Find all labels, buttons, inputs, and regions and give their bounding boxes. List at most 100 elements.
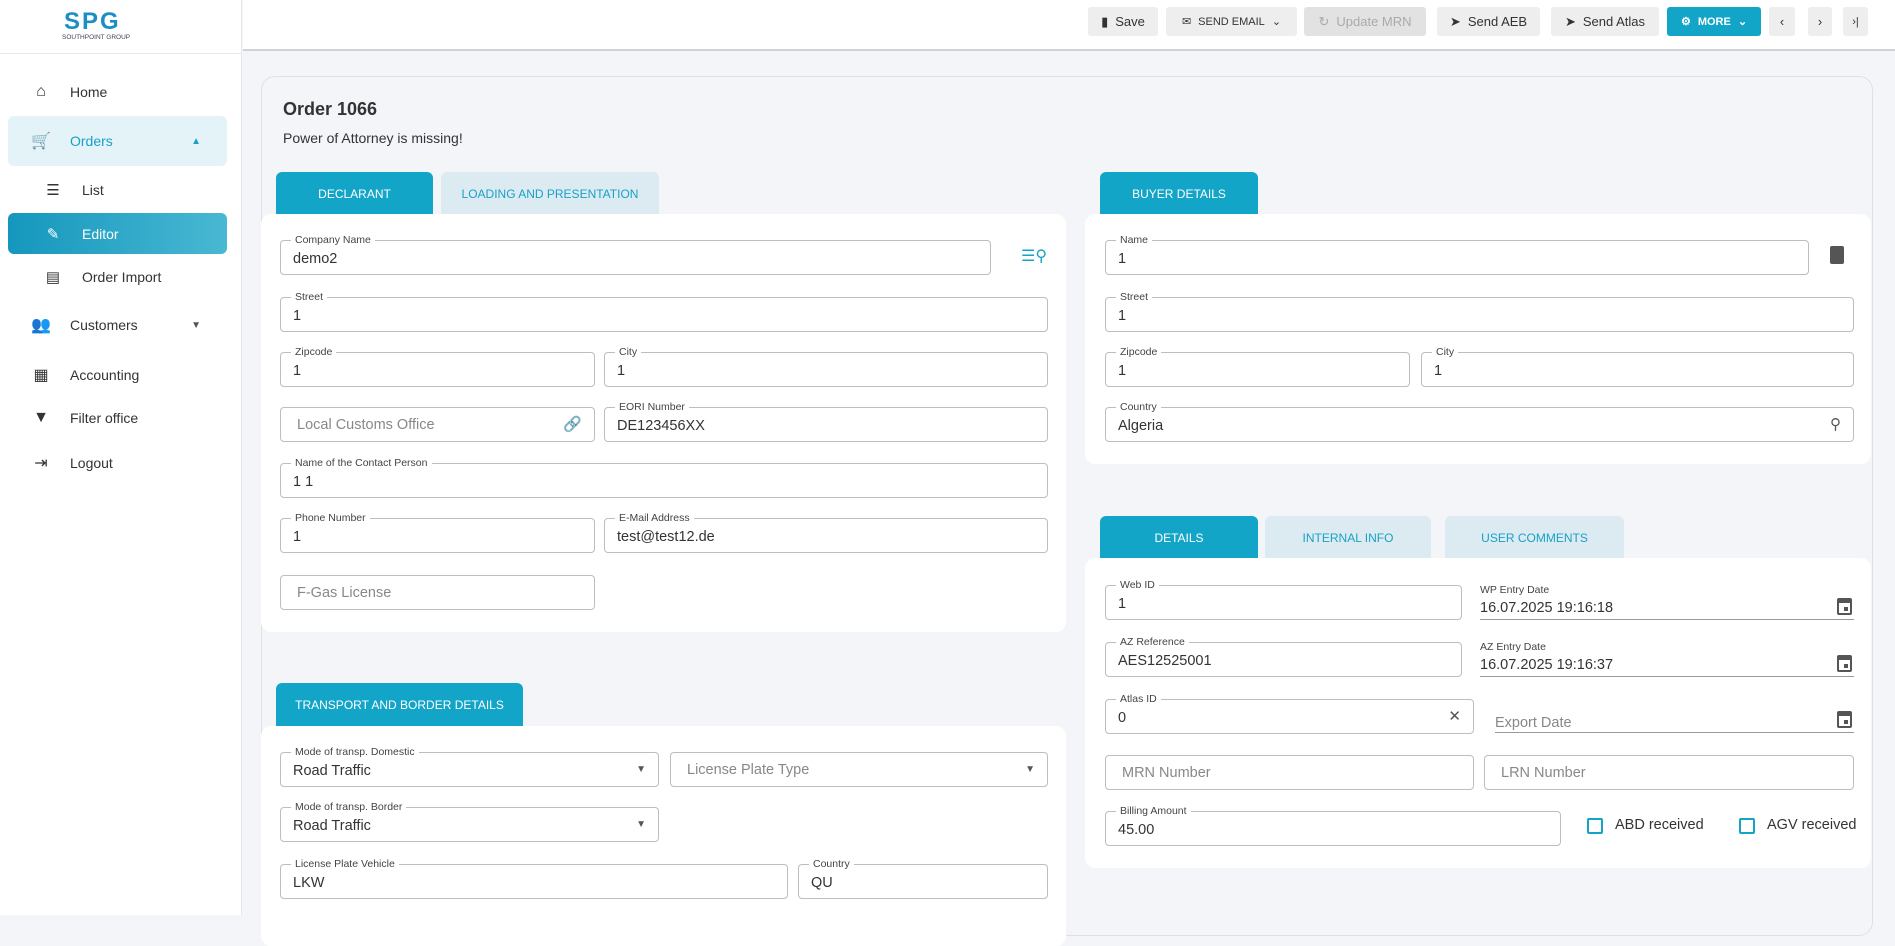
lrn-number-field[interactable]: LRN Number <box>1484 755 1854 790</box>
field-placeholder: MRN Number <box>1122 765 1211 781</box>
field-label: City <box>615 346 642 358</box>
sidebar-item-logout[interactable]: ⇥ Logout <box>8 443 227 483</box>
mode-domestic-select[interactable]: Mode of transp. Domestic Road Traffic ▼ <box>280 746 659 787</box>
mode-border-select[interactable]: Mode of transp. Border Road Traffic ▼ <box>280 801 659 842</box>
field-value: 1 <box>617 363 626 379</box>
contact-person-field[interactable]: Name of the Contact Person 1 1 <box>280 457 1048 498</box>
sidebar-item-order-import[interactable]: ▤ Order Import <box>8 257 227 297</box>
buyer-name-field[interactable]: Name 1 <box>1105 234 1809 275</box>
wp-entry-date-field[interactable]: WP Entry Date 16.07.2025 19:16:18 <box>1480 584 1854 620</box>
label: MORE <box>1697 15 1731 28</box>
sidebar-item-orders[interactable]: 🛒 Orders ▲ <box>8 116 227 166</box>
web-id-field[interactable]: Web ID 1 <box>1105 579 1462 620</box>
zipcode-field[interactable]: Zipcode 1 <box>280 346 595 387</box>
page-title: Order 1066 <box>283 99 378 119</box>
field-label: City <box>1432 346 1459 358</box>
sidebar-item-list[interactable]: ☰ List <box>8 170 227 210</box>
field-label: Phone Number <box>291 512 370 524</box>
field-value: 1 <box>1118 308 1127 324</box>
company-name-field[interactable]: Company Name demo2 <box>280 234 991 275</box>
tab-transport-border[interactable]: TRANSPORT AND BORDER DETAILS <box>276 683 523 726</box>
buyer-country-field[interactable]: Country Algeria ⚲ <box>1105 401 1854 442</box>
sidebar-item-label: Orders <box>70 133 113 149</box>
update-mrn-button[interactable]: ↻ Update MRN <box>1304 7 1426 36</box>
tab-details[interactable]: DETAILS <box>1100 516 1258 559</box>
abd-received-checkbox[interactable] <box>1587 818 1603 834</box>
license-plate-vehicle-field[interactable]: License Plate Vehicle LKW <box>280 858 788 899</box>
search-list-icon[interactable]: ☰⚲ <box>1021 248 1048 265</box>
send-aeb-button[interactable]: ➤ Send AEB <box>1437 7 1540 36</box>
cart-plus-icon: 🛒 <box>31 133 51 150</box>
sidebar-item-home[interactable]: ⌂ Home <box>8 72 227 112</box>
city-field[interactable]: City 1 <box>604 346 1048 387</box>
field-label: Atlas ID <box>1116 693 1161 705</box>
mrn-number-field[interactable]: MRN Number <box>1105 755 1474 790</box>
logo-subtitle: SOUTHPOINT GROUP <box>62 34 131 41</box>
logo-mark: SPG <box>64 8 121 35</box>
filter-icon: ▼ <box>33 409 49 426</box>
atlas-id-field[interactable]: Atlas ID 0 ✕ <box>1105 693 1474 734</box>
billing-amount-field[interactable]: Billing Amount 45.00 <box>1105 805 1561 846</box>
field-label: Company Name <box>291 234 375 246</box>
sidebar-item-accounting[interactable]: ▦ Accounting <box>8 355 227 395</box>
tab-user-comments[interactable]: USER COMMENTS <box>1445 516 1624 559</box>
chevron-down-icon: ▼ <box>191 319 201 331</box>
logo[interactable]: SPG SOUTHPOINT GROUP <box>0 0 242 54</box>
last-button[interactable]: ›| <box>1843 7 1868 36</box>
transport-country-field[interactable]: Country QU <box>798 858 1048 899</box>
sidebar-item-label: Logout <box>70 455 113 471</box>
fgas-license-field[interactable]: F-Gas License <box>280 575 595 610</box>
az-reference-field[interactable]: AZ Reference AES12525001 <box>1105 636 1462 677</box>
calendar-icon[interactable] <box>1837 655 1852 672</box>
tab-declarant[interactable]: DECLARANT <box>276 172 433 215</box>
street-field[interactable]: Street 1 <box>280 291 1048 332</box>
send-icon: ➤ <box>1449 13 1461 29</box>
field-label: Name <box>1116 234 1153 246</box>
agv-received-checkbox[interactable] <box>1739 818 1755 834</box>
send-email-button[interactable]: ✉ SEND EMAIL ⌄ <box>1166 7 1297 36</box>
gear-icon: ⚙ <box>1680 16 1691 28</box>
field-label: Country <box>809 858 854 870</box>
sidebar-item-filter-office[interactable]: ▼ Filter office <box>8 398 227 438</box>
previous-button[interactable]: ‹ <box>1769 7 1795 36</box>
tab-internal-info[interactable]: INTERNAL INFO <box>1265 516 1431 559</box>
send-atlas-button[interactable]: ➤ Send Atlas <box>1551 7 1659 36</box>
more-button[interactable]: ⚙ MORE ⌄ <box>1667 7 1761 36</box>
mail-icon: ✉ <box>1181 16 1192 28</box>
save-button[interactable]: ▮ Save <box>1088 7 1158 36</box>
calendar-icon[interactable] <box>1837 598 1852 615</box>
document-icon[interactable] <box>1830 246 1844 264</box>
people-icon: 👥 <box>31 317 51 334</box>
sidebar-item-label: Order Import <box>82 269 162 285</box>
calendar-icon[interactable] <box>1837 711 1852 728</box>
field-value: test@test12.de <box>617 529 715 545</box>
refresh-icon: ↻ <box>1318 13 1330 29</box>
phone-number-field[interactable]: Phone Number 1 <box>280 512 595 553</box>
buyer-city-field[interactable]: City 1 <box>1421 346 1854 387</box>
sidebar-item-label: Editor <box>82 225 119 242</box>
cash-register-icon: ▦ <box>33 367 49 384</box>
eori-number-field[interactable]: EORI Number DE123456XX <box>604 401 1048 442</box>
table-icon: ▤ <box>45 269 61 286</box>
local-customs-office-field[interactable]: Local Customs Office 🔗 <box>280 407 595 442</box>
sidebar-item-editor[interactable]: ✎ Editor <box>8 213 227 254</box>
email-field[interactable]: E-Mail Address test@test12.de <box>604 512 1048 553</box>
field-label: E-Mail Address <box>615 512 694 524</box>
buyer-street-field[interactable]: Street 1 <box>1105 291 1854 332</box>
field-label: AZ Entry Date <box>1480 641 1546 653</box>
field-label: Mode of transp. Border <box>291 801 407 813</box>
sidebar-item-customers[interactable]: 👥 Customers ▼ <box>8 305 227 345</box>
field-label: Street <box>1116 291 1153 303</box>
clear-icon[interactable]: ✕ <box>1448 708 1461 725</box>
label: SEND EMAIL <box>1198 15 1265 28</box>
link-icon[interactable]: 🔗 <box>563 416 582 433</box>
license-plate-type-select[interactable]: License Plate Type ▼ <box>670 752 1048 787</box>
az-entry-date-field[interactable]: AZ Entry Date 16.07.2025 19:16:37 <box>1480 641 1854 677</box>
next-button[interactable]: › <box>1808 7 1832 36</box>
tab-buyer-details[interactable]: BUYER DETAILS <box>1100 172 1258 215</box>
buyer-zipcode-field[interactable]: Zipcode 1 <box>1105 346 1410 387</box>
tab-loading-presentation[interactable]: LOADING AND PRESENTATION <box>441 172 659 215</box>
field-value: 0 <box>1118 710 1127 726</box>
search-icon[interactable]: ⚲ <box>1830 416 1841 433</box>
export-date-field[interactable]: Export Date <box>1495 697 1854 733</box>
